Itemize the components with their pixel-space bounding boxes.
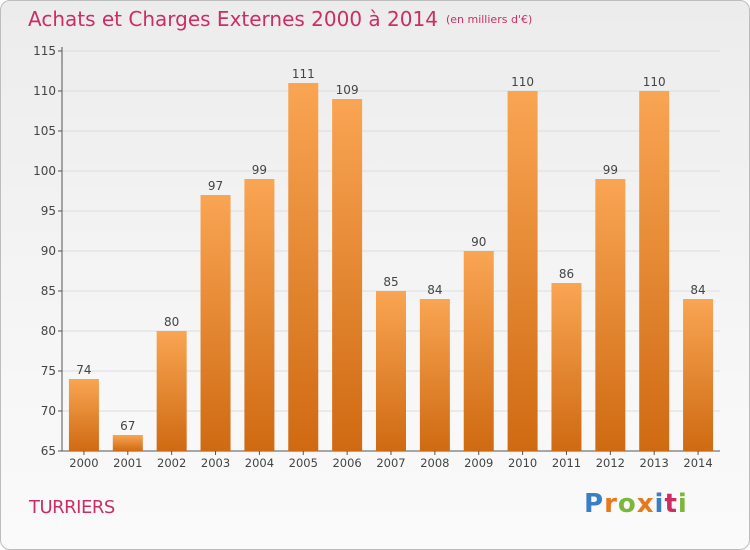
- x-tick-label: 2012: [596, 456, 625, 470]
- y-tick-label: 110: [33, 84, 56, 98]
- logo-letter: t: [664, 489, 678, 519]
- data-label: 99: [603, 163, 618, 177]
- data-label: 97: [208, 179, 223, 193]
- y-tick-label: 115: [33, 44, 56, 58]
- y-tick-labels: 65 70 75 80 85 90 95 100 105 110 115: [33, 44, 56, 458]
- chart-subtitle: (en milliers d'€): [445, 13, 533, 26]
- bar: [112, 435, 143, 451]
- x-tick-label: 2006: [332, 456, 361, 470]
- x-tick-label: 2009: [464, 456, 493, 470]
- bar: [507, 91, 538, 451]
- data-label: 85: [383, 275, 398, 289]
- logo-letter: P: [584, 489, 605, 519]
- x-tick-label: 2008: [420, 456, 449, 470]
- logo-letter: r: [604, 489, 618, 519]
- bar: [244, 179, 275, 451]
- bar: [639, 91, 670, 451]
- logo-letter: o: [617, 489, 637, 519]
- x-tick-label: 2003: [201, 456, 230, 470]
- x-tick-label: 2014: [683, 456, 712, 470]
- bar: [332, 99, 363, 451]
- bar: [288, 83, 319, 451]
- bar: [463, 251, 494, 451]
- logo-letter: i: [654, 489, 665, 519]
- data-label: 80: [164, 315, 179, 329]
- logo-letter: x: [636, 489, 655, 519]
- y-tick-label: 105: [33, 124, 56, 138]
- data-label: 84: [690, 283, 705, 297]
- data-label: 84: [427, 283, 442, 297]
- x-tick-labels: 2000 2001 2002 2003 2004 2005 2006 2007 2008 2009…: [69, 456, 712, 470]
- bars: [68, 83, 714, 451]
- bar: [683, 299, 714, 451]
- bar: [200, 195, 231, 451]
- x-tick-label: 2010: [508, 456, 537, 470]
- y-tick-label: 80: [41, 324, 56, 338]
- x-tick-label: 2007: [376, 456, 405, 470]
- y-tick-label: 65: [41, 444, 56, 458]
- x-tick-label: 2005: [289, 456, 318, 470]
- x-tick-label: 2011: [552, 456, 581, 470]
- data-label: 86: [559, 267, 574, 281]
- y-tick-label: 75: [41, 364, 56, 378]
- proxiti-logo[interactable]: Proxiti: [584, 489, 688, 519]
- logo-letter: i: [677, 489, 688, 519]
- bar: [419, 299, 450, 451]
- data-labels: 74 67 80 97 99 111 109 85 84 90 110 86 99 110 84: [76, 67, 705, 433]
- y-tick-label: 95: [41, 204, 56, 218]
- chart-title-text: Achats et Charges Externes 2000 à 2014: [28, 7, 438, 31]
- x-tick-label: 2013: [640, 456, 669, 470]
- data-label: 99: [252, 163, 267, 177]
- x-tick-label: 2004: [245, 456, 274, 470]
- x-tick-label: 2001: [113, 456, 142, 470]
- bar: [156, 331, 187, 451]
- bar: [376, 291, 406, 451]
- y-tick-label: 70: [41, 404, 56, 418]
- y-tick-label: 100: [33, 164, 56, 178]
- data-label: 110: [511, 75, 534, 89]
- commune-name: TURRIERS: [29, 497, 115, 518]
- x-tick-label: 2000: [69, 456, 98, 470]
- x-tick-label: 2002: [157, 456, 186, 470]
- bar: [595, 179, 626, 451]
- data-label: 111: [292, 67, 315, 81]
- data-label: 67: [120, 419, 135, 433]
- bar: [68, 379, 99, 451]
- chart-title: Achats et Charges Externes 2000 à 2014 (e…: [28, 7, 532, 31]
- y-tick-label: 90: [41, 244, 56, 258]
- data-label: 110: [643, 75, 666, 89]
- data-label: 74: [76, 363, 91, 377]
- data-label: 109: [336, 83, 359, 97]
- y-tick-label: 85: [41, 284, 56, 298]
- bar: [551, 283, 582, 451]
- data-label: 90: [471, 235, 486, 249]
